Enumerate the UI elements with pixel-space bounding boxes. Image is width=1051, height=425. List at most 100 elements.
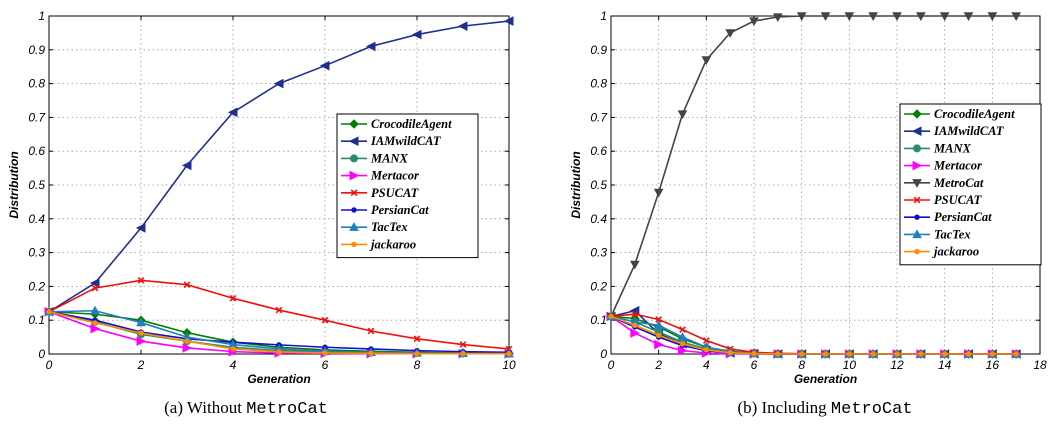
chart-caption: (b) Including MetroCat [737,398,912,419]
data-point-psucat [679,326,686,334]
data-point-jackaroo [822,351,829,357]
data-point-psucat [459,341,467,348]
legend-marker [351,207,357,213]
data-point-jackaroo [679,341,686,347]
legend-marker [350,189,358,197]
chart-including-metrocat: 0 2 4 6 8 10 12 14 16 18 0 0.1 0.2 0.3 0.4 0.5 0.6 0.7 0.8… [569,9,1047,419]
y-tick-label: 0.3 [28,246,45,260]
data-point-mertacor [136,336,147,346]
caption-code: MetroCat [246,400,328,419]
caption-code: MetroCat [831,400,913,419]
data-point-jackaroo [632,322,638,328]
series-jackaroo [46,309,512,357]
x-tick-label: 16 [986,358,1000,372]
data-point-metrocat [915,12,926,22]
data-point-jackaroo [655,332,662,339]
data-point-metrocat [844,12,855,22]
y-tick-label: 0.4 [590,212,607,226]
x-tick-label: 0 [46,358,53,372]
x-axis-label: Generation [247,372,310,386]
series-line-jackaroo [610,315,1017,355]
data-point-jackaroo [846,351,853,357]
data-point-jackaroo [184,338,190,344]
legend-label: PersianCat [934,210,992,224]
legend: CrocodileAgent IAMwildCAT MANX Mertacor Metr… [899,103,1042,266]
legend-entry: TacTex [904,227,971,241]
x-tick-label: 0 [608,358,615,372]
legend-entry: IAMwildCAT [904,124,1005,138]
y-tick-label: 0.3 [590,246,607,260]
series-tactex [606,311,1022,358]
legend-entry: jackaroo [341,237,416,251]
data-point-psucat [137,276,145,284]
legend-marker [912,160,923,171]
legend-entry: Mertacor [341,169,419,183]
data-point-psucat [229,294,237,302]
x-axis-label: Generation [794,372,857,386]
legend-marker [350,154,358,163]
x-tick-label: 6 [751,358,758,372]
data-point-psucat [655,316,663,323]
legend-entry: MetroCat [904,176,984,190]
x-tick-label: 10 [502,358,516,372]
y-tick-label: 0.9 [28,43,45,57]
data-point-psucat [631,310,639,318]
legend-marker [349,222,359,231]
legend-label: IAMwildCAT [933,124,1005,138]
data-point-mertacor [90,323,101,334]
y-axis-label: Distribution [569,151,583,218]
legend-entry: PSUCAT [341,186,420,200]
x-tick-label: 12 [890,358,904,372]
data-point-metrocat [987,12,998,22]
data-point-jackaroo [322,350,328,356]
y-axis-label: Distribution [7,151,21,218]
data-point-jackaroo [230,346,236,352]
data-point-psucat [321,316,329,324]
legend-label: PersianCat [371,203,429,217]
caption-text: (a) Without [164,398,246,417]
data-point-jackaroo [775,351,781,357]
legend-entry: PersianCat [904,210,992,224]
x-tick-label: 10 [843,358,857,372]
x-tick-label: 8 [414,358,421,372]
data-point-jackaroo [414,350,420,357]
data-point-jackaroo [989,351,996,357]
series-line-metrocat [610,15,1017,317]
x-tick-label: 14 [938,358,952,372]
data-point-jackaroo [727,349,733,356]
data-point-jackaroo [608,313,614,320]
x-tick-label: 6 [322,358,329,372]
data-point-jackaroo [46,309,52,315]
y-tick-label: 0 [600,347,607,361]
data-point-jackaroo [798,351,805,357]
data-point-mertacor [182,343,193,353]
grid [49,16,509,354]
data-point-psucat [413,335,421,343]
legend-label: CrocodileAgent [934,107,1015,121]
data-point-metrocat [820,12,831,22]
legend-label: jackaroo [369,237,416,251]
y-tick-label: 0.9 [590,43,607,57]
data-point-iamwildcat [457,21,468,31]
legend-entry: Mertacor [904,159,982,173]
data-point-metrocat [677,110,688,120]
legend-label: Mertacor [370,169,419,183]
y-tick-label: 1 [600,9,607,23]
data-point-metrocat [629,260,640,270]
data-point-psucat [367,327,375,335]
x-tick-label: 18 [1033,358,1047,372]
data-point-jackaroo [1013,351,1019,357]
legend-box [336,113,479,259]
data-point-tactex [677,332,688,341]
series-jackaroo [608,313,1019,357]
data-point-psucat [183,281,191,289]
legend-label: IAMwildCAT [370,134,442,148]
data-point-jackaroo [894,351,900,357]
data-point-jackaroo [460,350,466,357]
legend-label: CrocodileAgent [371,117,452,131]
series-crocodileagent [606,311,1021,359]
legend-entry: CrocodileAgent [904,107,1015,121]
data-point-metrocat [749,17,759,27]
y-tick-label: 0 [38,347,45,361]
